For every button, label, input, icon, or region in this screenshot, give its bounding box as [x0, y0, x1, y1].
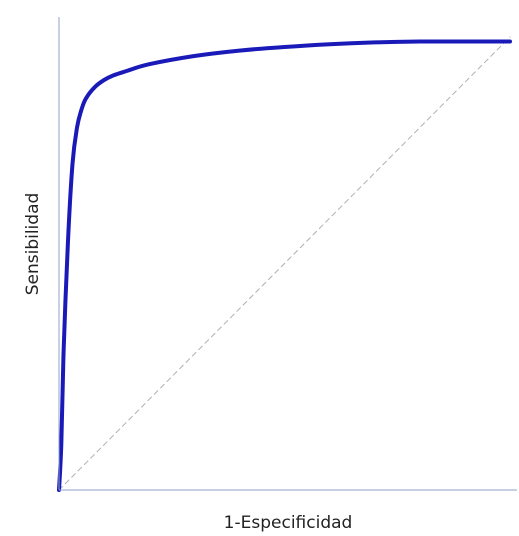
reference-diagonal-line: [58, 36, 511, 491]
plot-area: [57, 36, 512, 492]
roc-curve-line: [57, 39, 512, 492]
y-axis-label: Sensibilidad: [23, 193, 43, 296]
x-axis-label: 1-Especificidad: [224, 513, 353, 533]
